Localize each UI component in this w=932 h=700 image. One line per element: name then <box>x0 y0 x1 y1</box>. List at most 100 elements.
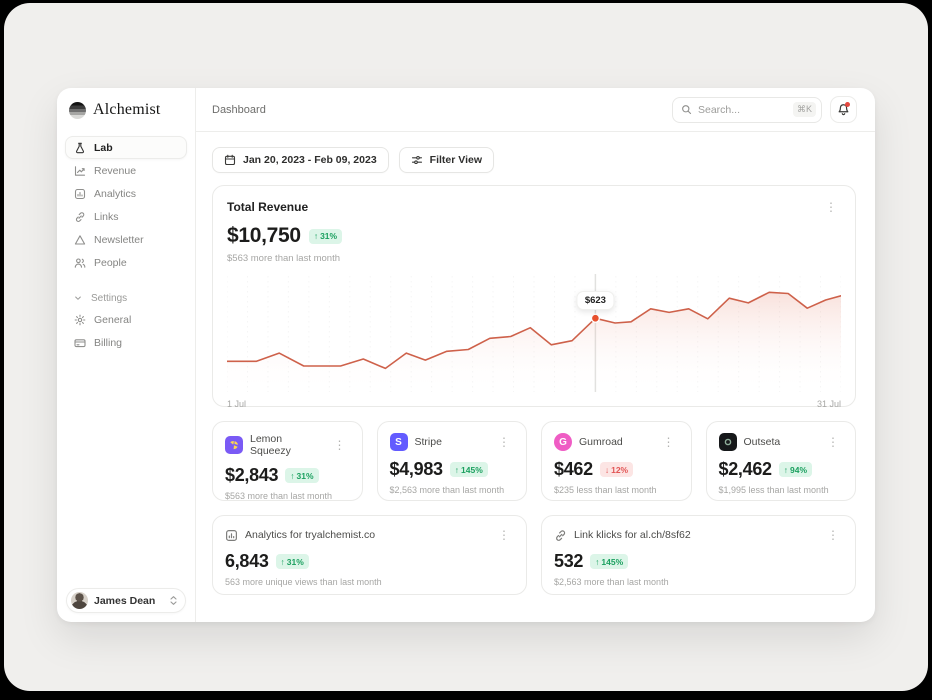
sidebar-item-label: Billing <box>94 336 123 349</box>
stat-name: Outseta <box>743 436 781 448</box>
stat-value: $462 <box>554 459 593 479</box>
stat-subtext: 563 more unique views than last month <box>225 577 382 587</box>
arrow-up-icon: ↑ <box>290 470 295 481</box>
stat-value: $2,462 <box>718 459 773 479</box>
stat-value: $2,843 <box>225 465 279 485</box>
trend-badge: ↑ 31% <box>275 554 309 569</box>
link-icon <box>75 211 85 222</box>
revenue-chart[interactable]: $623 <box>227 274 841 392</box>
chevron-down-icon <box>75 296 81 300</box>
arrow-up-icon: ↑ <box>454 464 460 475</box>
search-icon <box>682 105 692 115</box>
sidebar-item-label: Links <box>94 210 119 223</box>
sidebar-item-label: People <box>94 256 127 269</box>
x-axis-start-label: 1 Jul <box>227 399 247 409</box>
stat-subtext: $235 less than last month <box>554 485 657 495</box>
sidebar-item-label: Newsletter <box>94 233 144 246</box>
stat-card-stripe: S Stripe ⋮ $4,983 ↑ 145% $2,563 more than… <box>376 421 527 501</box>
credit-card-icon <box>74 338 86 347</box>
kebab-menu-icon[interactable]: ⋮ <box>827 435 839 449</box>
trend-badge: ↑ 31% <box>308 228 343 244</box>
date-range-label: Jan 20, 2023 - Feb 09, 2023 <box>243 154 377 166</box>
card-title: Total Revenue <box>227 200 309 214</box>
flask-icon <box>75 142 85 153</box>
kebab-menu-icon[interactable]: ⋮ <box>333 438 346 452</box>
arrow-up-icon: ↑ <box>783 464 789 475</box>
stat-name: Link klicks for al.ch/8sf62 <box>574 529 691 541</box>
main-area: Dashboard ⌘K <box>196 88 875 622</box>
kebab-menu-icon[interactable]: ⋮ <box>498 435 510 449</box>
notification-dot <box>845 102 850 107</box>
sliders-icon <box>411 155 422 165</box>
x-axis-end-label: 31 Jul <box>816 399 841 409</box>
date-range-button[interactable]: Jan 20, 2023 - Feb 09, 2023 <box>212 147 389 173</box>
page-title: Dashboard <box>212 103 266 116</box>
arrow-up-icon: ↑ <box>280 556 285 567</box>
kebab-menu-icon[interactable]: ⋮ <box>825 200 837 214</box>
search-input[interactable] <box>698 103 787 116</box>
outseta-icon <box>718 433 737 451</box>
trend-chart-icon <box>74 165 86 176</box>
sidebar-item-lab[interactable]: Lab <box>65 136 187 159</box>
stat-subtext: $2,563 more than last month <box>554 577 669 587</box>
gear-icon <box>74 314 86 325</box>
chevron-updown-icon <box>170 596 177 605</box>
sidebar-section-settings[interactable]: Settings <box>65 288 187 308</box>
trend-badge: ↑ 94% <box>778 462 813 477</box>
stat-value: $4,983 <box>389 459 444 479</box>
filter-view-label: Filter View <box>429 154 482 166</box>
sidebar-item-analytics[interactable]: Analytics <box>65 182 187 205</box>
trend-badge: ↑ 145% <box>590 554 629 569</box>
stat-subtext: $563 more than last month <box>225 491 333 501</box>
sidebar-item-label: General <box>94 313 132 326</box>
total-revenue-card: Total Revenue ⋮ $10,750 ↑ 31% $563 more t… <box>212 185 856 409</box>
sidebar-item-links[interactable]: Links <box>65 205 187 228</box>
sidebar-item-label: Lab <box>94 141 113 154</box>
user-name: James Dean <box>94 594 156 607</box>
stat-card-outseta: Outseta ⋮ $2,462 ↑ 94% $1,995 less than l… <box>705 421 856 501</box>
stat-name: Lemon Squeezy <box>250 433 291 457</box>
logo-text: Alchemist <box>93 101 161 118</box>
sidebar-item-revenue[interactable]: Revenue <box>65 159 187 182</box>
trend-badge: ↓ 12% <box>599 462 634 477</box>
sidebar-item-general[interactable]: General <box>65 308 187 331</box>
sidebar-item-people[interactable]: People <box>65 251 187 274</box>
stat-value: 532 <box>554 551 584 571</box>
stat-name: Stripe <box>414 436 442 448</box>
desktop-frame: Alchemist Lab Revenue Analytics Links <box>4 3 928 691</box>
sidebar: Alchemist Lab Revenue Analytics Links <box>57 88 196 622</box>
revenue-subtext: $563 more than last month <box>227 253 341 264</box>
stat-subtext: $1,995 less than last month <box>718 485 829 495</box>
stat-value: 6,843 <box>225 551 269 571</box>
app-logo: Alchemist <box>57 88 195 119</box>
dashboard-content: Jan 20, 2023 - Feb 09, 2023 Filter View … <box>196 132 875 595</box>
logo-icon <box>69 101 86 119</box>
notifications-button[interactable] <box>830 96 857 123</box>
arrow-down-icon: ↓ <box>604 464 610 475</box>
search-shortcut-badge: ⌘K <box>792 102 816 117</box>
user-menu[interactable]: James Dean <box>66 588 186 613</box>
sidebar-nav: Lab Revenue Analytics Links Newsletter <box>57 119 195 354</box>
trend-badge: ↑ 145% <box>449 462 488 477</box>
lemon-squeezy-icon <box>225 436 243 454</box>
calendar-icon <box>224 154 236 166</box>
analytics-summary-card: Analytics for tryalchemist.co ⋮ 6,843 ↑ 3… <box>212 515 527 595</box>
stat-subtext: $2,563 more than last month <box>389 485 505 495</box>
bar-chart-icon <box>74 188 86 199</box>
app-window: Alchemist Lab Revenue Analytics Links <box>57 88 875 622</box>
kebab-menu-icon[interactable]: ⋮ <box>662 435 675 449</box>
stat-name: Gumroad <box>579 436 623 448</box>
arrow-up-icon: ↑ <box>313 231 319 241</box>
filter-view-button[interactable]: Filter View <box>398 147 494 173</box>
trend-badge: ↑ 31% <box>285 468 319 483</box>
search-box[interactable]: ⌘K <box>672 96 822 123</box>
kebab-menu-icon[interactable]: ⋮ <box>498 528 510 542</box>
arrow-up-icon: ↑ <box>595 556 600 567</box>
stat-name: Analytics for tryalchemist.co <box>245 529 376 541</box>
sidebar-item-newsletter[interactable]: Newsletter <box>65 228 187 251</box>
line-chart <box>227 274 841 392</box>
kebab-menu-icon[interactable]: ⋮ <box>827 528 839 542</box>
sidebar-item-billing[interactable]: Billing <box>65 331 187 354</box>
triangle-icon <box>74 234 86 245</box>
sidebar-item-label: Revenue <box>94 164 137 177</box>
